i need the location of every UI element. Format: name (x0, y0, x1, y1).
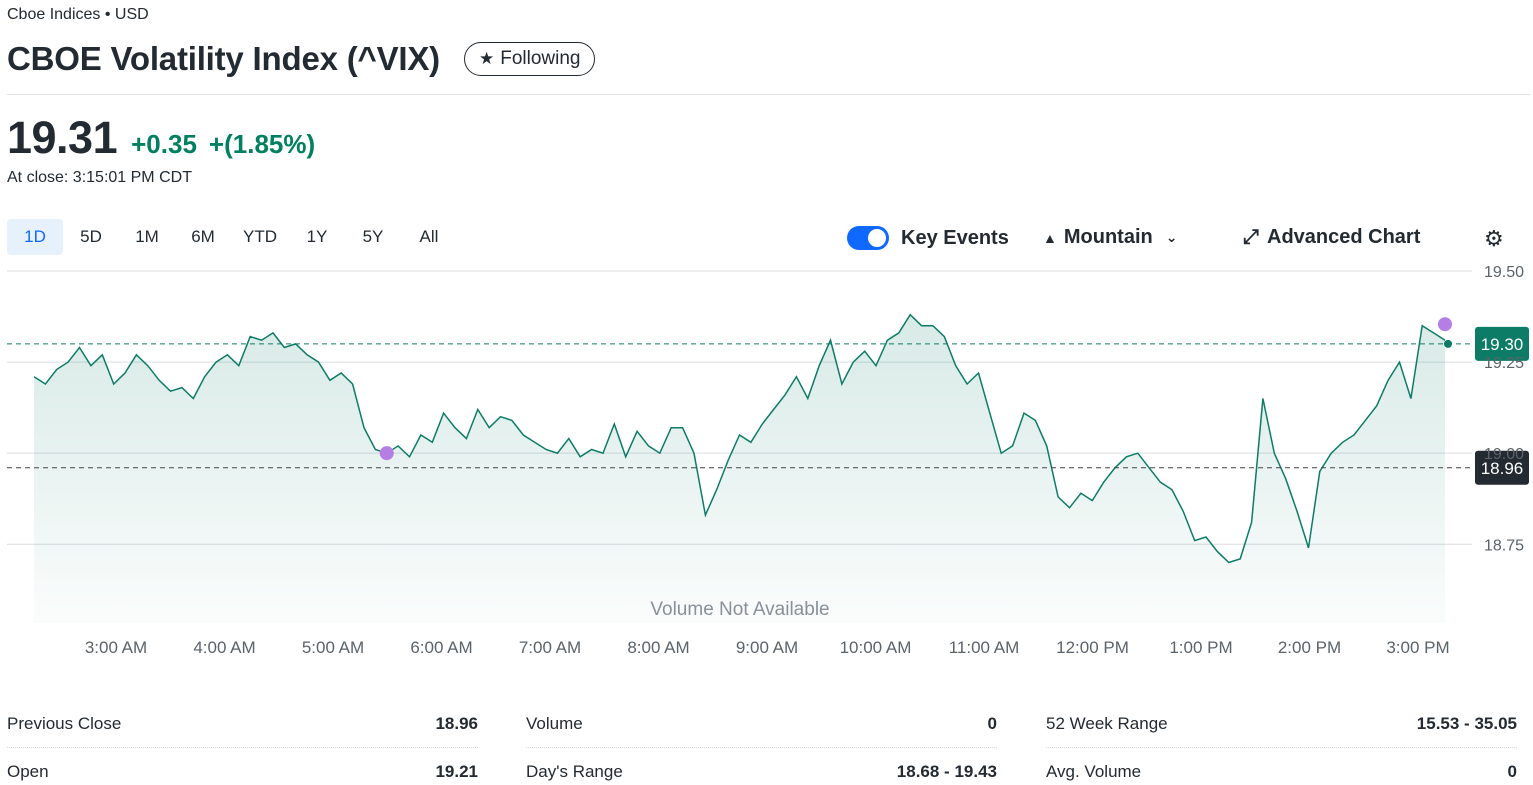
chart-type-dropdown[interactable]: ▲ Mountain ⌄ (1043, 226, 1177, 249)
range-ytd[interactable]: YTD (243, 227, 277, 246)
chevron-down-icon: ⌄ (1165, 229, 1178, 245)
following-label: Following (500, 48, 581, 69)
price-line (33, 313, 1446, 564)
stat-label-open: Open (7, 761, 49, 781)
key-events-label: Key Events (901, 227, 1009, 249)
advanced-chart-label: Advanced Chart (1267, 226, 1421, 248)
y-tick-label: 19.25 (1484, 355, 1524, 372)
price-change: +0.35 (131, 129, 197, 159)
x-tick-label: 1:00 PM (1169, 638, 1232, 657)
price-change-percent: +(1.85%) (208, 129, 316, 159)
stat-value-days-range: 18.68 - 19.43 (896, 761, 997, 781)
stat-label-days-range: Day's Range (526, 761, 623, 781)
exchange-label: Cboe Indices • USD (7, 6, 149, 23)
stat-value-open: 19.21 (435, 761, 478, 781)
previous-close-tag-label: 18.96 (1481, 459, 1524, 478)
key-events-toggle[interactable] (847, 226, 889, 250)
range-all[interactable]: All (419, 227, 439, 246)
stats-column-1: Previous Close 18.96 Open 19.21 (7, 700, 478, 785)
price-chart[interactable]: 19.30 18.96 Volume Not Available 3:00 AM 4… (0, 258, 1533, 668)
x-tick-label: 7:00 AM (519, 638, 581, 657)
stat-row: Day's Range 18.68 - 19.43 (526, 748, 997, 785)
gear-icon[interactable]: ⚙ (1484, 226, 1504, 251)
range-1y[interactable]: 1Y (306, 227, 328, 246)
volume-not-available: Volume Not Available (650, 599, 829, 620)
stat-label-avg-volume: Avg. Volume (1046, 761, 1142, 781)
y-tick-label: 19.50 (1484, 264, 1524, 281)
toggle-knob (868, 229, 886, 247)
stat-value-52-week-range: 15.53 - 35.05 (1416, 713, 1517, 733)
x-tick-label: 2:00 PM (1278, 638, 1341, 657)
following-button[interactable]: ★ Following (463, 42, 596, 76)
stat-row: 52 Week Range 15.53 - 35.05 (1046, 700, 1517, 748)
x-tick-label: 6:00 AM (410, 638, 472, 657)
advanced-chart-button[interactable]: ⤢ Advanced Chart (1243, 226, 1420, 249)
stat-label-volume: Volume (526, 713, 583, 733)
x-tick-label: 4:00 AM (193, 638, 255, 657)
x-tick-label: 3:00 PM (1386, 638, 1449, 657)
x-tick-label: 12:00 PM (1056, 638, 1129, 657)
stat-row: Previous Close 18.96 (7, 700, 478, 748)
y-tick-label: 19.00 (1484, 446, 1524, 463)
stat-row: Open 19.21 (7, 748, 478, 785)
x-tick-label: 9:00 AM (736, 638, 798, 657)
stat-row: Volume 0 (526, 700, 997, 748)
stat-row: Avg. Volume 0 (1046, 748, 1517, 785)
x-tick-label: 3:00 AM (85, 638, 147, 657)
current-price-tag (1475, 326, 1529, 361)
x-tick-label: 10:00 AM (840, 638, 912, 657)
current-price-tag-label: 19.30 (1481, 335, 1524, 354)
stat-label-previous-close: Previous Close (7, 713, 122, 733)
y-tick-label: 18.75 (1484, 537, 1524, 554)
header-divider (7, 94, 1530, 95)
chart-type-label: Mountain (1063, 226, 1153, 248)
title-row: CBOE Volatility Index (^VIX) ★ Following (7, 40, 596, 78)
range-5d[interactable]: 5D (80, 227, 102, 246)
page-title: CBOE Volatility Index (^VIX) (7, 40, 440, 77)
stat-label-52-week-range: 52 Week Range (1046, 713, 1168, 733)
x-tick-label: 8:00 AM (627, 638, 689, 657)
range-1d[interactable]: 1D (7, 219, 63, 255)
previous-close-tag (1475, 450, 1529, 485)
last-price: 19.31 (7, 112, 118, 163)
stats-column-3: 52 Week Range 15.53 - 35.05 Avg. Volume … (1046, 700, 1517, 785)
price-area (34, 314, 1445, 623)
stat-value-previous-close: 18.96 (435, 713, 478, 733)
x-tick-label: 5:00 AM (302, 638, 364, 657)
stat-value-volume: 0 (987, 713, 997, 733)
close-timestamp: At close: 3:15:01 PM CDT (7, 169, 192, 186)
stat-value-avg-volume: 0 (1507, 761, 1517, 781)
star-icon: ★ (478, 49, 495, 68)
expand-icon: ⤢ (1243, 226, 1259, 248)
range-6m[interactable]: 6M (191, 227, 215, 246)
x-tick-label: 11:00 AM (949, 638, 1020, 657)
range-selector: 1D 5D 1M 6M YTD 1Y 5Y All (7, 219, 457, 255)
key-event-marker (379, 446, 394, 461)
mountain-icon: ▲ (1043, 229, 1057, 246)
stats-column-2: Volume 0 Day's Range 18.68 - 19.43 (526, 700, 997, 785)
range-5y[interactable]: 5Y (362, 227, 384, 246)
range-1m[interactable]: 1M (135, 227, 159, 246)
key-event-marker (1438, 317, 1452, 332)
price-row: 19.31 +0.35 +(1.85%) (7, 112, 315, 164)
last-point-dot (1444, 339, 1452, 348)
